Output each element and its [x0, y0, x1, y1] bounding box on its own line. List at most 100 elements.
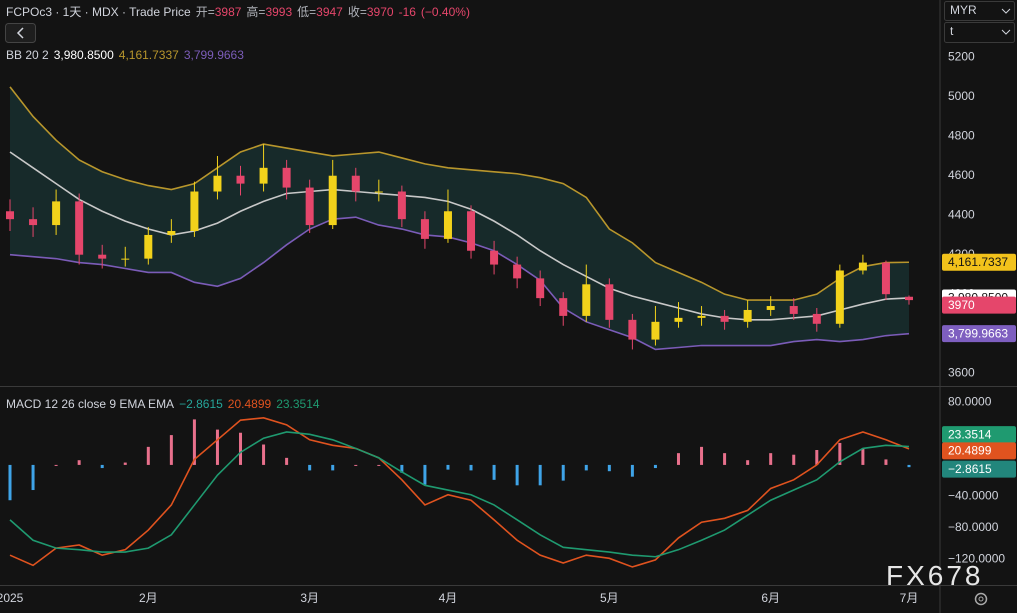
histogram-bar — [55, 465, 58, 466]
histogram-bar — [308, 465, 311, 470]
histogram-bar — [9, 465, 12, 500]
candle-body — [744, 310, 752, 322]
histogram-bar — [78, 460, 81, 465]
candle-body — [283, 168, 291, 188]
settings-icon — [979, 597, 983, 601]
bb-lower-tag: 3,799.9663 — [948, 326, 1008, 340]
ohlc-value: 3970 — [367, 5, 394, 19]
y-tick-label: 5000 — [948, 89, 975, 103]
ohlc-value: 3987 — [215, 5, 242, 19]
ohlc-value: 3947 — [316, 5, 343, 19]
currency-label: MYR — [950, 3, 977, 17]
macd-legend: MACD 12 26 close 9 EMA EMA−2.861520.4899… — [6, 397, 325, 411]
histogram-bar — [331, 465, 334, 470]
candle-body — [536, 278, 544, 298]
candle-body — [329, 176, 337, 225]
chevron — [1002, 9, 1010, 13]
candle-body — [398, 192, 406, 220]
bb-label: BB 20 2 — [6, 48, 49, 62]
bb-value: 3,980.8500 — [54, 48, 114, 62]
signal-tag: 23.3514 — [948, 427, 992, 441]
histogram-bar — [884, 459, 887, 464]
candle-body — [513, 265, 521, 279]
signal-value: 23.3514 — [276, 397, 319, 411]
candle-body — [421, 219, 429, 239]
y2-tick-label: −40.0000 — [948, 488, 999, 502]
candle-body — [674, 318, 682, 322]
collapse-button[interactable] — [6, 24, 36, 43]
histogram-bar — [239, 433, 242, 465]
bb-upper-tag: 4,161.7337 — [948, 255, 1008, 269]
histogram-bar — [654, 465, 657, 468]
ohlc-label: 收= — [348, 5, 367, 19]
unit-label: t — [950, 24, 954, 38]
settings-button[interactable] — [976, 594, 987, 605]
histogram-bar — [539, 465, 542, 485]
candle-body — [790, 306, 798, 314]
candle-body — [352, 176, 360, 192]
hist-tag: −2.8615 — [948, 462, 992, 476]
ohlc-value: 3993 — [265, 5, 292, 19]
candle-body — [306, 188, 314, 226]
macd-value: 20.4899 — [228, 397, 271, 411]
histogram-bar — [216, 430, 219, 465]
candle-body — [260, 168, 268, 184]
bb-value: 4,161.7337 — [119, 48, 179, 62]
change: -16 — [399, 5, 416, 19]
candle-body — [167, 231, 175, 235]
x-tick-label: 2月 — [139, 591, 158, 605]
candle-body — [836, 270, 844, 323]
histogram-bar — [423, 465, 426, 485]
candle-body — [29, 219, 37, 225]
candle-body — [605, 284, 613, 320]
histogram-bar — [516, 465, 519, 485]
histogram-bar — [792, 455, 795, 465]
histogram-bar — [723, 453, 726, 465]
histogram-bar — [170, 435, 173, 465]
histogram-bar — [470, 465, 473, 470]
candle-body — [905, 297, 913, 300]
candle-body — [767, 306, 775, 310]
histogram-bar — [608, 465, 611, 471]
y-tick-label: 4800 — [948, 128, 975, 142]
candle-body — [651, 322, 659, 340]
candle-body — [75, 201, 83, 254]
histogram-bar — [101, 465, 104, 468]
bb-legend: BB 20 23,980.85004,161.73373,799.9663 — [6, 48, 249, 62]
candle-body — [213, 176, 221, 192]
signal-line — [10, 432, 909, 557]
histogram-bar — [124, 463, 127, 465]
x-tick-label: 5月 — [600, 591, 619, 605]
ohlc-label: 高= — [246, 5, 265, 19]
candle-body — [490, 251, 498, 265]
candle-body — [98, 255, 106, 259]
watermark: FX678 — [886, 560, 984, 592]
y-tick-label: 4400 — [948, 207, 975, 221]
symbol-title: FCPOc3 · 1天 · MDX · Trade Price — [6, 5, 191, 19]
candle-body — [698, 316, 706, 318]
candle-body — [582, 284, 590, 316]
histogram-bar — [562, 465, 565, 481]
x-tick-label: 7月 — [900, 591, 919, 605]
histogram-bar — [377, 465, 380, 466]
histogram-bar — [446, 465, 449, 470]
candle-body — [813, 314, 821, 324]
hist-value: −2.8615 — [179, 397, 223, 411]
histogram-bar — [861, 448, 864, 464]
histogram-bar — [585, 465, 588, 470]
chevron — [1002, 30, 1010, 34]
histogram-bar — [262, 445, 265, 465]
x-tick-label: 2025 — [0, 591, 24, 605]
histogram-bar — [493, 465, 496, 480]
candle-body — [375, 192, 383, 193]
candle-body — [882, 263, 890, 295]
change-pct: (−0.40%) — [421, 5, 470, 19]
band-fill — [10, 87, 909, 350]
histogram-bar — [631, 465, 634, 477]
candle-body — [721, 316, 729, 322]
candle-body — [144, 235, 152, 259]
candle-body — [559, 298, 567, 316]
histogram-bar — [677, 453, 680, 465]
